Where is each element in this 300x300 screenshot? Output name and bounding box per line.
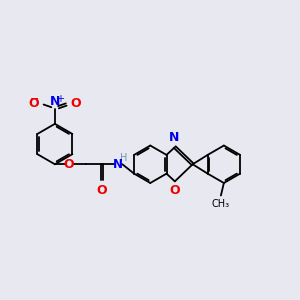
Text: O: O xyxy=(64,158,74,171)
Text: H: H xyxy=(120,153,127,163)
Text: O: O xyxy=(28,97,39,110)
Text: N: N xyxy=(50,95,60,108)
Text: N: N xyxy=(113,158,123,171)
Text: O: O xyxy=(97,184,107,196)
Text: +: + xyxy=(56,94,64,104)
Text: CH₃: CH₃ xyxy=(212,199,230,209)
Text: O: O xyxy=(169,184,180,197)
Text: N: N xyxy=(169,131,179,144)
Text: O: O xyxy=(70,97,81,110)
Text: −: − xyxy=(30,94,39,104)
